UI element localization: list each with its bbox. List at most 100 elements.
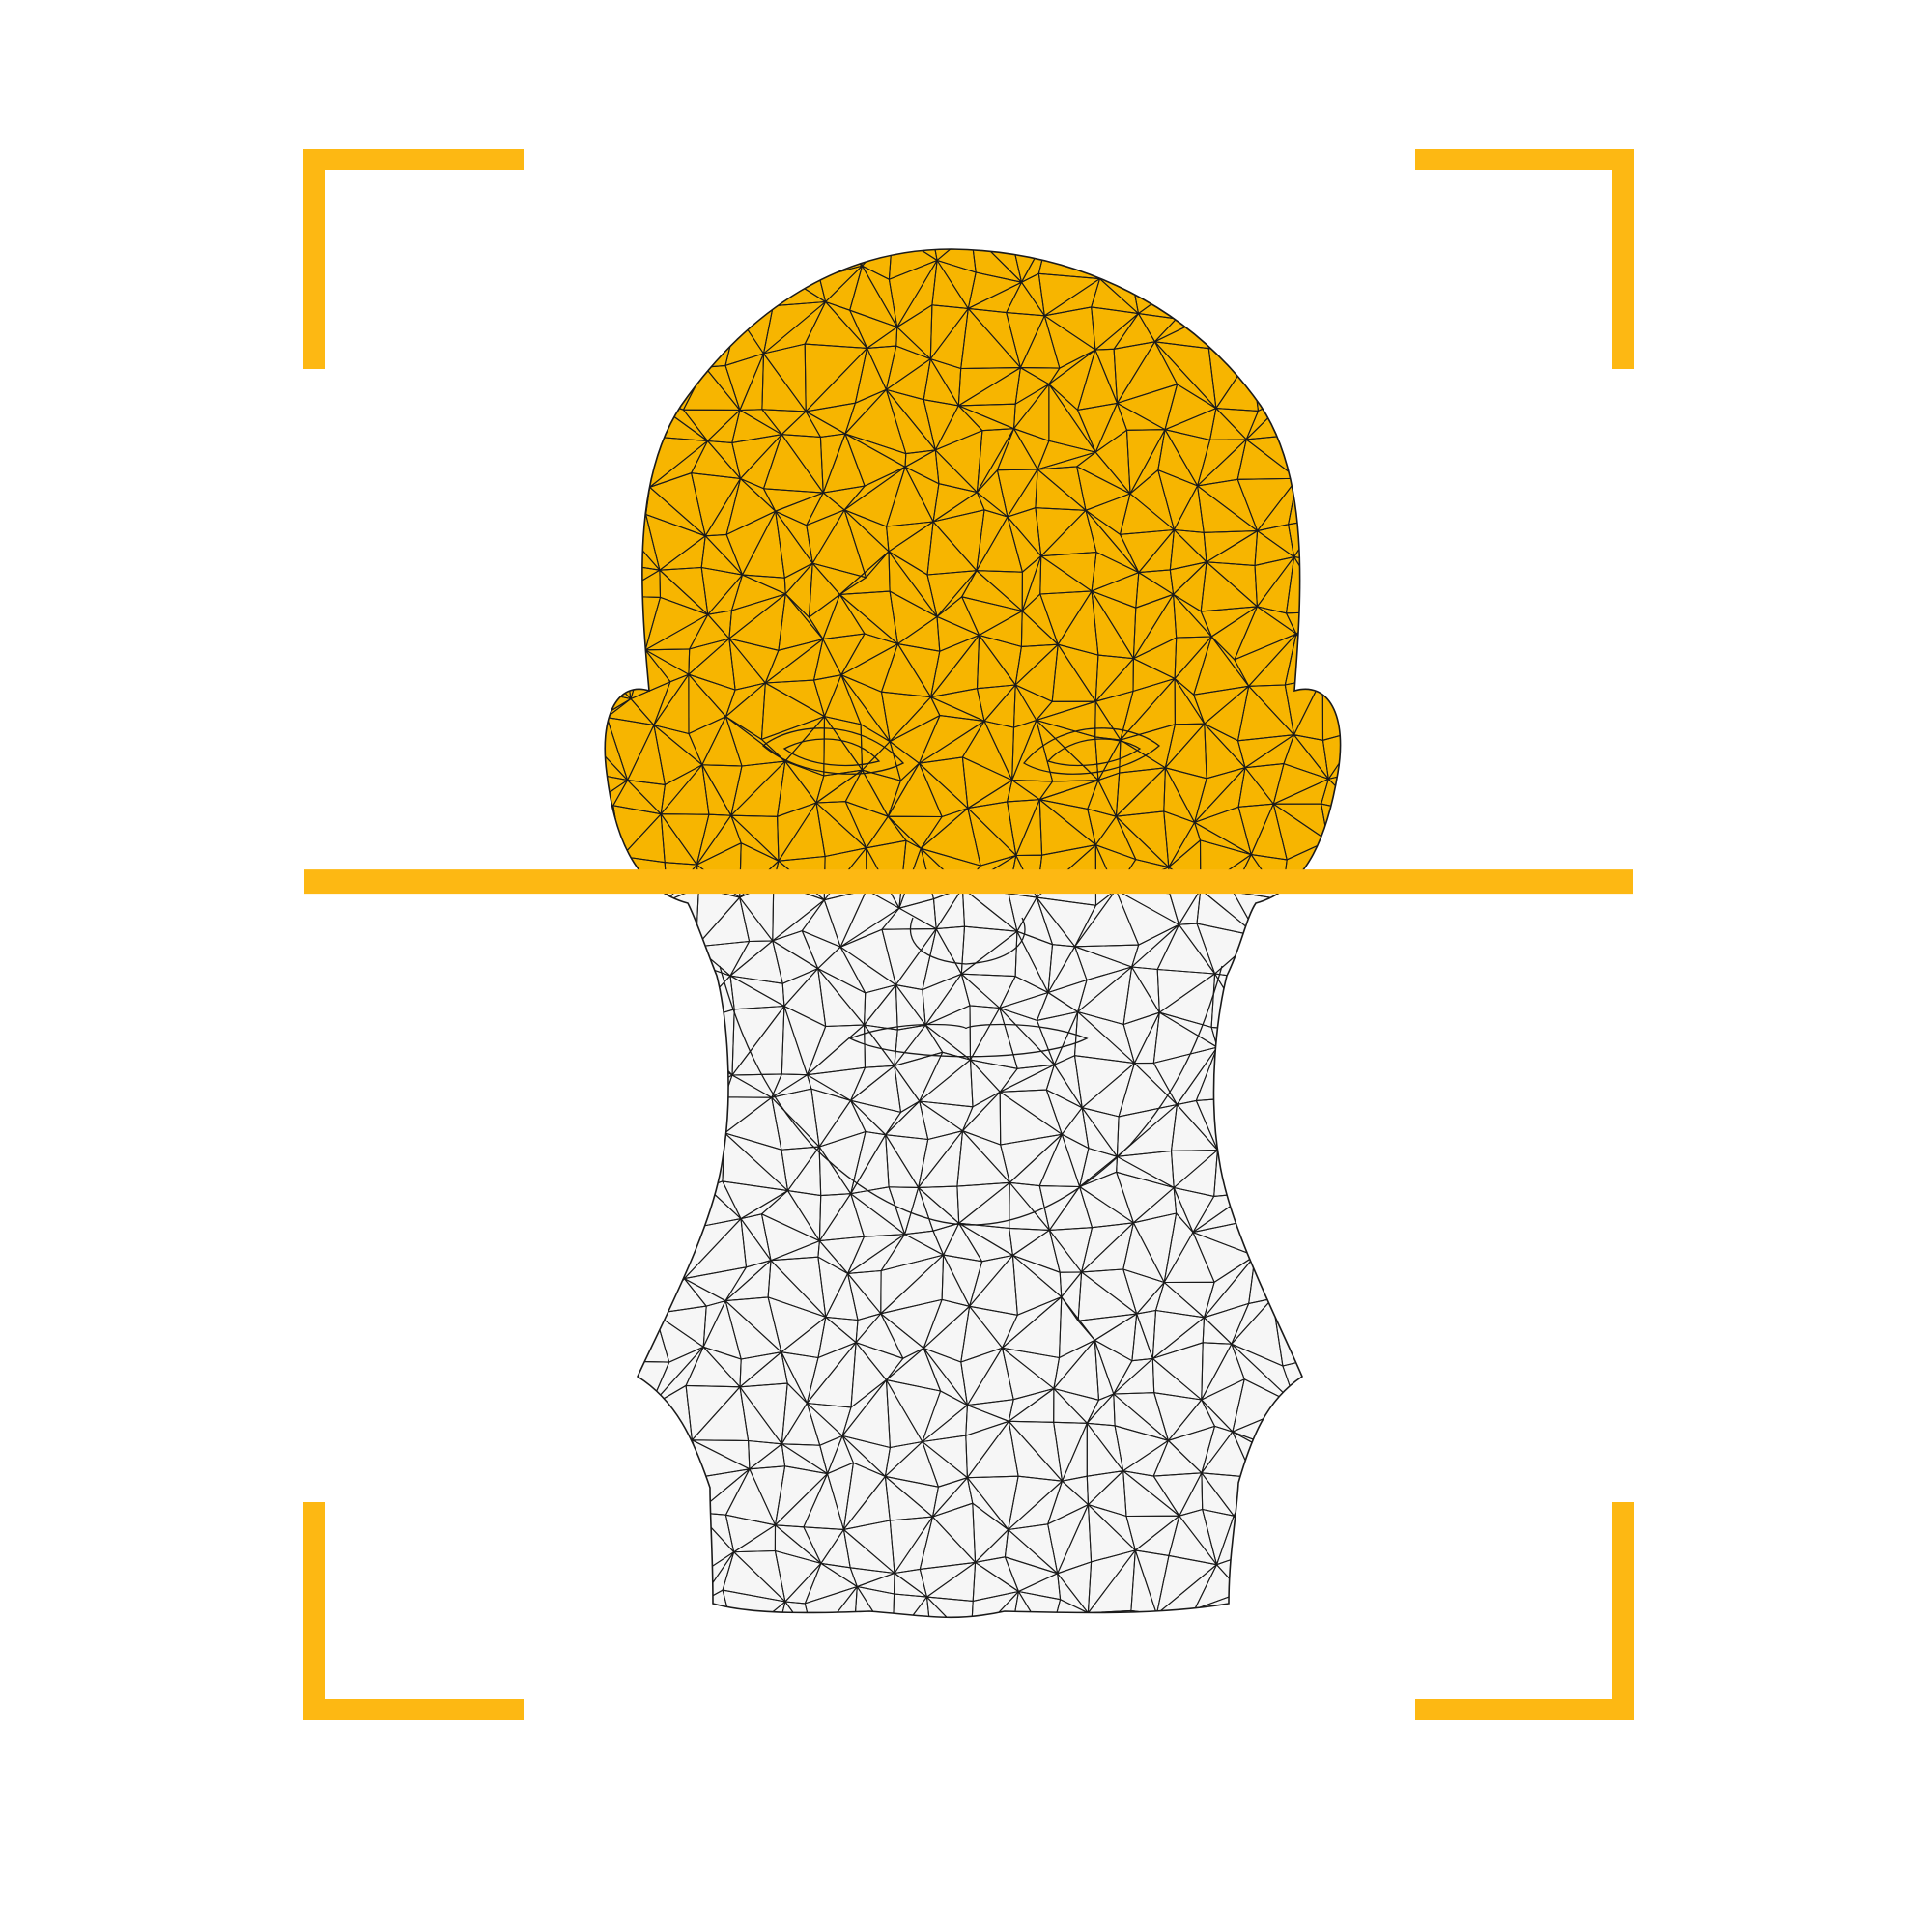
mesh-triangle [616, 899, 669, 951]
mesh-triangle [1249, 1012, 1286, 1073]
mesh-triangle [1290, 394, 1331, 437]
mesh-triangle [605, 1302, 624, 1362]
mesh-triangle [1271, 1257, 1325, 1299]
mesh-triangle [1176, 284, 1210, 320]
mesh-triangle [1335, 1508, 1341, 1560]
mesh-triangle [663, 307, 706, 368]
mesh-triangle [667, 1466, 704, 1514]
mesh-triangle [605, 1102, 608, 1146]
mesh-triangle [605, 249, 659, 287]
mesh-triangle [605, 1605, 629, 1618]
mesh-triangle [1284, 1016, 1335, 1074]
mesh-triangle [645, 1215, 685, 1280]
mesh-triangle [784, 1601, 815, 1618]
mesh-triangle [616, 899, 668, 942]
mesh-triangle [646, 946, 696, 983]
mesh-triangle [1327, 562, 1341, 613]
mesh-triangle [611, 1520, 662, 1573]
right-eye-inner [1046, 738, 1142, 767]
mesh-triangle [643, 1571, 699, 1605]
mesh-triangle [1240, 1591, 1285, 1618]
mesh-triangle [605, 1520, 613, 1572]
mesh-triangle [1322, 942, 1341, 980]
mesh-triangle [619, 1028, 660, 1073]
mesh-triangle [1315, 348, 1341, 406]
mesh-triangle [645, 1186, 708, 1231]
mesh-triangle [1318, 480, 1341, 521]
mesh-triangle [1177, 268, 1210, 316]
mesh-triangle [1272, 963, 1325, 1018]
mesh-triangle [605, 314, 622, 357]
mesh-triangle [605, 480, 617, 521]
mesh-triangle [1244, 268, 1297, 322]
mesh-triangle [605, 895, 618, 942]
mesh-triangle [1293, 1464, 1337, 1510]
mesh-triangle [1329, 1392, 1341, 1437]
mesh-triangle [1285, 1568, 1329, 1603]
mesh-triangle [1205, 249, 1255, 270]
mesh-triangle [1257, 898, 1283, 939]
mesh-triangle [1283, 249, 1324, 269]
mesh-triangle [1233, 1464, 1295, 1517]
mesh-triangle [1087, 1609, 1132, 1618]
mesh-triangle [651, 264, 704, 327]
mesh-triangle [657, 1603, 699, 1618]
mesh-triangle [646, 966, 705, 1025]
mesh-triangle [1126, 249, 1179, 286]
mesh-triangle [1331, 1434, 1341, 1477]
mesh-triangle [1290, 394, 1331, 427]
mesh-triangle [628, 396, 652, 438]
mesh-triangle [1272, 937, 1333, 979]
mesh-triangle [627, 1571, 662, 1606]
mesh-triangle [1277, 898, 1333, 944]
mesh-triangle [605, 249, 659, 287]
mesh-triangle [611, 1466, 668, 1521]
mesh-triangle [1321, 728, 1341, 780]
mesh-triangle [605, 1185, 628, 1229]
mesh-triangle [1248, 1137, 1294, 1194]
mesh-triangle [605, 1434, 622, 1477]
mesh-triangle [1254, 1218, 1278, 1270]
mesh-triangle [1309, 1181, 1341, 1229]
mesh-triangle [616, 940, 669, 983]
mesh-triangle [813, 249, 864, 267]
viewfinder-corner-icon [303, 149, 524, 369]
mesh-triangle [652, 325, 706, 368]
mesh-triangle [605, 519, 617, 565]
mesh-triangle [628, 436, 652, 488]
mesh-triangle [660, 1570, 707, 1605]
mesh-triangle [1290, 424, 1331, 479]
mesh-triangle [620, 351, 654, 398]
mesh-triangle [605, 936, 618, 980]
mesh-triangle [1335, 1475, 1341, 1519]
mesh-triangle [1331, 1392, 1341, 1437]
mesh-triangle [1331, 895, 1341, 944]
mesh-triangle [605, 1360, 624, 1394]
scan-line-icon [304, 869, 1633, 895]
mesh-triangle [616, 940, 648, 983]
mesh-triangle [1253, 267, 1297, 313]
mesh-triangle [605, 519, 619, 565]
mesh-triangle [1201, 249, 1255, 270]
mesh-triangle [1250, 311, 1297, 357]
mesh-triangle [1269, 1181, 1335, 1227]
mesh-triangle [605, 1600, 629, 1618]
mesh-triangle [1257, 935, 1279, 979]
mesh-triangle [662, 1439, 693, 1468]
mesh-triangle [1327, 306, 1341, 350]
mesh-triangle [1269, 1181, 1335, 1220]
mesh-triangle [1315, 397, 1341, 427]
mesh-triangle [1326, 424, 1341, 490]
mesh-triangle [1324, 1354, 1341, 1395]
mesh-triangle [651, 249, 704, 275]
mesh-triangle [1320, 249, 1341, 274]
mesh-triangle [1126, 1613, 1168, 1618]
mesh-triangle [1319, 1061, 1341, 1095]
mesh-triangle [605, 249, 606, 287]
mesh-triangle [1320, 1257, 1341, 1324]
mesh-triangle [645, 1215, 685, 1280]
mesh-triangle [1295, 633, 1323, 678]
mesh-triangle [614, 396, 648, 438]
mesh-triangle [605, 1109, 608, 1146]
